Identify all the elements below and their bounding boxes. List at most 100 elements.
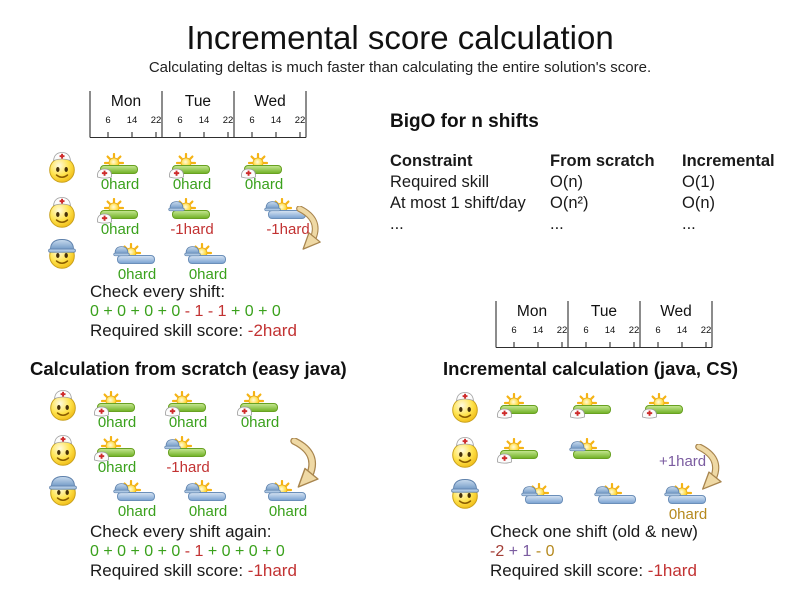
bigo-cell: O(n) — [550, 173, 583, 191]
sum-line-incremental: -2 + 1 - 0 — [490, 543, 555, 561]
sum-segment: 0 + 0 + 0 + 0 — [90, 543, 185, 560]
bigo-cell: O(1) — [682, 173, 715, 191]
shift-score-label: -1hard — [170, 221, 214, 238]
sum-segment: - 0 — [531, 543, 555, 560]
move-arrow-icon — [290, 438, 319, 488]
shift — [642, 393, 689, 433]
shift-score-label: -1hard — [266, 221, 310, 238]
day-label: Mon — [111, 93, 141, 110]
nurse-cap-icon — [94, 406, 109, 417]
score-label: Required skill score: — [90, 561, 248, 580]
hour-label: 14 — [605, 325, 616, 336]
builder-helmet-icon — [168, 201, 185, 212]
shift: 0hard — [184, 243, 232, 283]
shift-bar-blue — [188, 492, 226, 501]
sum-line-scratch: 0 + 0 + 0 + 0 - 1 + 0 + 0 + 0 — [90, 543, 285, 561]
nurse-cap-icon — [237, 406, 252, 417]
bigo-cell: O(n) — [682, 194, 715, 212]
sum-segment: + 1 — [504, 543, 532, 560]
shift-bar-blue — [525, 495, 563, 504]
shift-bar-blue — [668, 495, 706, 504]
shift-bar-blue — [598, 495, 636, 504]
bigo-cell: Required skill — [390, 173, 490, 191]
bigo-row: At most 1 shift/day O(n²) O(n) — [390, 193, 775, 214]
nurse-cap-icon — [642, 408, 657, 419]
shift — [497, 393, 544, 433]
shift: 0hard — [169, 153, 216, 193]
move-arrow-icon — [695, 444, 722, 490]
nurse-cap-icon — [97, 168, 112, 179]
shift-score-label: 0hard — [97, 459, 137, 476]
hour-label: 22 — [557, 325, 568, 336]
nurse-avatar — [50, 435, 76, 466]
builder-avatar — [48, 239, 76, 269]
day-label: Wed — [254, 93, 286, 110]
score-line-scratch: Required skill score: -1hard — [90, 561, 297, 581]
score-line-incremental: Required skill score: -1hard — [490, 561, 697, 581]
shift: 0hard — [241, 153, 288, 193]
check-label-initial: Check every shift: — [90, 282, 226, 301]
sum-segment: + 0 + 0 — [226, 303, 281, 320]
shift: -1hard — [264, 198, 312, 238]
shift: 0hard — [97, 198, 144, 238]
shift-score-label: 0hard — [117, 266, 157, 283]
hour-label: 14 — [199, 115, 210, 126]
bigo-row: ... ... ... — [390, 214, 775, 235]
check-label-incremental: Check one shift (old & new) — [490, 522, 698, 541]
day-label: Tue — [185, 93, 211, 110]
shift-bar-green — [573, 450, 611, 459]
builder-helmet-icon — [113, 483, 130, 494]
sum-segment: - 1 — [184, 543, 204, 560]
shift-score-label: 0hard — [188, 503, 228, 520]
shift-score-label: 0hard — [172, 176, 212, 193]
hour-label: 14 — [271, 115, 282, 126]
hour-label: 22 — [701, 325, 712, 336]
sum-segment: - 1 - 1 — [184, 303, 227, 320]
bigo-cell: O(n²) — [550, 194, 589, 212]
hour-label: 6 — [583, 325, 588, 336]
shift-bar-green — [172, 210, 210, 219]
delta-annotation: +1hard — [659, 453, 707, 470]
shift-bar-green — [168, 448, 206, 457]
day-label: Tue — [591, 303, 617, 320]
shift-score-label: 0hard — [188, 266, 228, 283]
bigo-col-header: Constraint — [390, 152, 473, 170]
hour-label: 6 — [655, 325, 660, 336]
check-label-scratch: Check every shift again: — [90, 522, 272, 541]
shift: -1hard — [164, 436, 212, 476]
page-subtitle: Calculating deltas is much faster than c… — [148, 59, 652, 76]
shift-score-label: -1hard — [166, 459, 210, 476]
shift-score-label: 0hard — [100, 221, 140, 238]
hour-label: 22 — [629, 325, 640, 336]
shift: 0hard — [94, 391, 141, 431]
builder-helmet-icon — [264, 483, 281, 494]
sum-line-initial: 0 + 0 + 0 + 0 - 1 - 1 + 0 + 0 — [90, 303, 281, 321]
shift: 0hard — [97, 153, 144, 193]
hour-label: 14 — [677, 325, 688, 336]
score-value: -2hard — [247, 321, 297, 340]
nurse-cap-icon — [497, 453, 512, 464]
builder-helmet-icon — [664, 486, 681, 497]
shift: -1hard — [168, 198, 216, 238]
nurse-cap-icon — [169, 168, 184, 179]
shift: 0hard — [113, 243, 161, 283]
shift — [569, 438, 617, 478]
hour-label: 22 — [295, 115, 306, 126]
builder-helmet-icon — [594, 486, 611, 497]
nurse-avatar — [452, 392, 478, 423]
score-line-initial: Required skill score: -2hard — [90, 321, 297, 341]
hour-label: 6 — [105, 115, 110, 126]
nurse-cap-icon — [497, 408, 512, 419]
nurse-avatar — [49, 152, 75, 183]
shift-calendar-initial: Mon 6 14 22 Tue 6 14 22 Wed 6 14 22 — [88, 90, 308, 142]
section-heading-scratch: Calculation from scratch (easy java) — [30, 358, 347, 379]
bigo-cell: At most 1 shift/day — [390, 194, 526, 212]
shift: 0hard — [94, 436, 141, 476]
shift: 0hard — [113, 480, 161, 520]
hour-label: 14 — [127, 115, 138, 126]
shift-score-label: 0hard — [268, 503, 308, 520]
